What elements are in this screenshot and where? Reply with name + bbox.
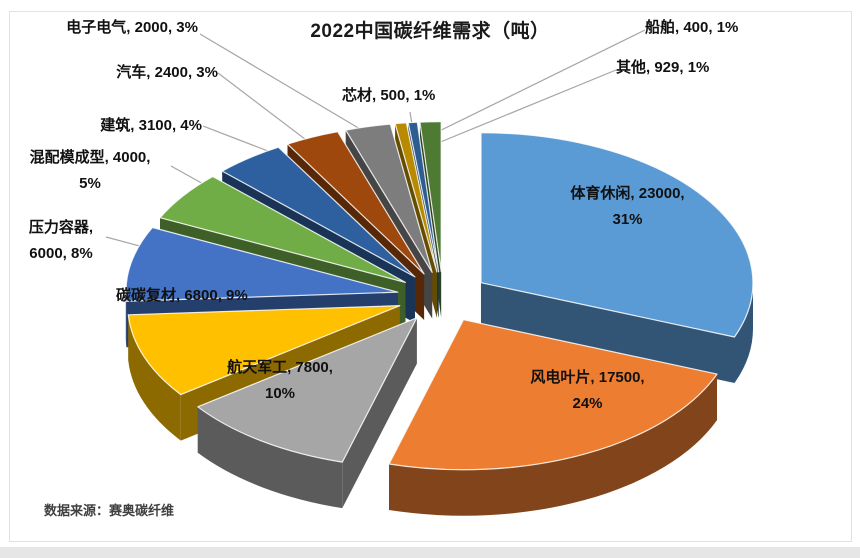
pie-slice-0[interactable] xyxy=(480,132,754,338)
pie-slice-10[interactable] xyxy=(407,121,440,273)
pie-slice-1-rim xyxy=(389,374,717,516)
pie-label-2: 航天军工, 7800, 10% xyxy=(227,359,333,403)
pie-label-10: 船舶, 400, 1% xyxy=(645,19,739,36)
pie-slice-3-rim xyxy=(128,314,181,441)
pie-slice-5[interactable] xyxy=(159,175,407,283)
pie-slice-group-2 xyxy=(197,317,418,509)
pie-label-0: 体育休闲, 23000, 31% xyxy=(570,185,685,229)
pie-slice-4-rim xyxy=(125,292,127,348)
pie-label-5: 混配模成型, 4000, 5% xyxy=(29,149,151,193)
chart-title: 2022中国碳纤维需求（吨） xyxy=(310,21,550,42)
pie-slice-7[interactable] xyxy=(286,131,425,275)
pie-slice-4[interactable] xyxy=(125,226,399,302)
pie-label-4: 压力容器, 6000, 8% xyxy=(28,219,94,263)
pie-slice-2-rim xyxy=(197,406,343,509)
pie-slice-0-wall-1 xyxy=(480,282,735,383)
leader-line-0 xyxy=(199,33,378,140)
leader-line-7 xyxy=(437,69,617,144)
pie-slice-9[interactable] xyxy=(394,122,438,273)
pie-slice-group-0 xyxy=(480,132,754,383)
pie-slice-8[interactable] xyxy=(345,123,433,273)
leader-line-6 xyxy=(420,29,646,141)
pie-slice-1[interactable] xyxy=(388,319,718,471)
pie-slice-0-rim xyxy=(734,282,753,383)
pie-slice-6[interactable] xyxy=(221,146,416,278)
source-note: 数据来源：赛奥碳纤维 xyxy=(44,503,175,518)
pie-slice-11[interactable] xyxy=(419,121,442,273)
pie-label-1: 风电叶片, 17500, 24% xyxy=(530,369,645,413)
pie-label-6: 建筑, 3100, 4% xyxy=(100,117,202,134)
pie-label-7: 汽车, 2400, 3% xyxy=(116,64,218,81)
pie-slice-group-1 xyxy=(388,319,718,516)
pie-label-8: 电子电气, 2000, 3% xyxy=(66,19,198,36)
pie-label-3: 碳碳复材, 6800, 9% xyxy=(116,287,248,304)
pie-label-9: 芯材, 500, 1% xyxy=(342,87,436,104)
pie-slice-3[interactable] xyxy=(127,305,401,396)
bottom-edge-strip xyxy=(0,547,860,558)
pie-slice-2[interactable] xyxy=(197,317,418,463)
pie-label-11: 其他, 929, 1% xyxy=(616,59,710,76)
